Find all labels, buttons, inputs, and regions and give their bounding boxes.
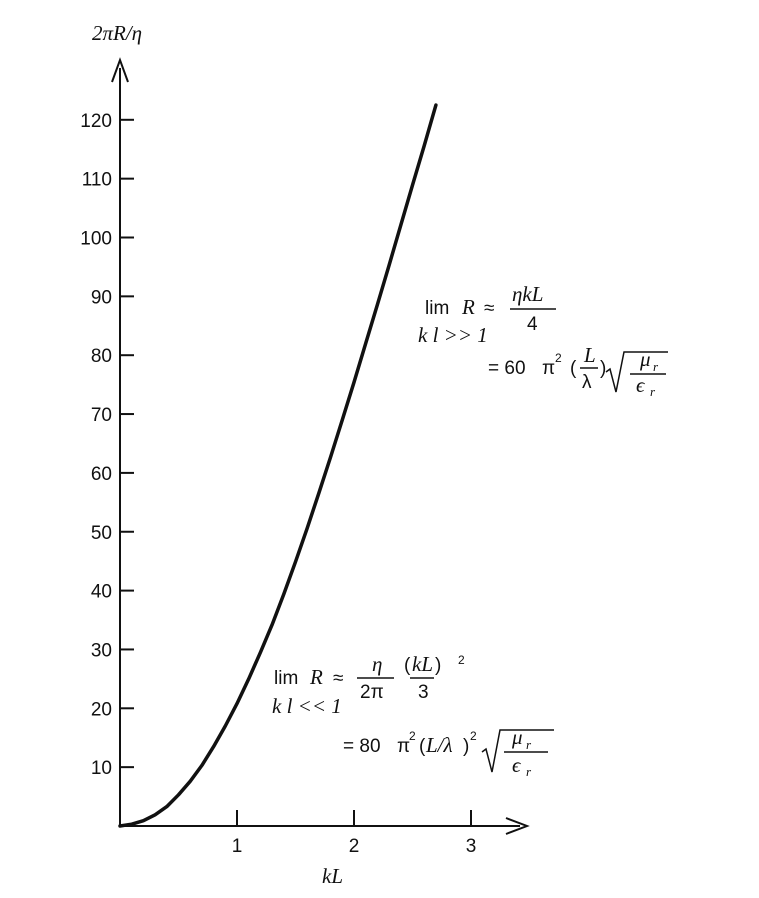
y-tick-label: 100 <box>80 229 112 250</box>
eps-symbol: ϵ <box>512 753 522 777</box>
eps-subscript: r <box>526 764 532 779</box>
L-over-lambda-open: ( <box>419 736 426 757</box>
y-tick-label: 90 <box>91 287 112 308</box>
mu-symbol: μ <box>639 347 651 371</box>
axes <box>111 57 530 835</box>
x-tick-label: 2 <box>349 836 360 857</box>
x-axis-arrow <box>505 817 530 835</box>
eps-subscript: r <box>650 384 656 399</box>
pi-exponent: 2 <box>409 729 416 743</box>
ticks: 10 20 30 40 50 60 70 80 90 100 110 120 1 2 3 <box>80 111 476 857</box>
frac-denominator: 4 <box>527 314 538 335</box>
frac1-denominator: 2π <box>360 682 384 703</box>
L-numerator: L <box>583 343 596 367</box>
small-kl-annotation: lim R ≈ η 2π ( kL ) 3 2 k l << 1 = 80 π … <box>272 652 554 779</box>
x-tick-label: 3 <box>466 836 477 857</box>
open-paren: ( <box>570 358 577 379</box>
y-axis-title: 2πR/η <box>92 21 142 45</box>
y-tick-label: 120 <box>80 111 112 132</box>
approx-symbol: ≈ <box>333 668 343 689</box>
y-tick-label: 80 <box>91 346 112 367</box>
y-tick-label: 60 <box>91 464 112 485</box>
data-line <box>118 103 438 828</box>
y-tick-label: 50 <box>91 523 112 544</box>
y-tick-label: 30 <box>91 640 112 661</box>
close-paren: ) <box>600 358 606 379</box>
mu-subscript: r <box>653 359 659 374</box>
frac2-numerator: kL <box>412 652 433 676</box>
R-symbol: R <box>461 295 475 319</box>
frac-numerator: ηkL <box>512 282 543 306</box>
mu-subscript: r <box>526 737 532 752</box>
y-tick-label: 70 <box>91 405 112 426</box>
L-over-lambda: L/λ <box>425 733 453 757</box>
condition-label: k l << 1 <box>272 694 342 718</box>
large-kl-annotation: lim R ≈ ηkL 4 k l >> 1 = 60 π 2 ( L λ ) … <box>418 282 668 399</box>
square-exponent: 2 <box>458 653 465 667</box>
eq-value: = 60 <box>488 358 526 379</box>
paren-exponent: 2 <box>470 729 477 743</box>
x-axis-title: kL <box>322 864 343 888</box>
lim-label: lim <box>425 298 449 319</box>
frac1-numerator: η <box>372 652 382 676</box>
R-symbol: R <box>309 665 323 689</box>
mu-symbol: μ <box>511 725 523 749</box>
pi-symbol: π <box>397 736 410 757</box>
frac2-denominator: 3 <box>418 682 429 703</box>
y-tick-label: 20 <box>91 699 112 720</box>
y-tick-label: 110 <box>82 170 112 191</box>
sqrt-sign <box>605 351 668 393</box>
lim-label: lim <box>274 668 298 689</box>
y-tick-label: 40 <box>91 582 112 603</box>
lambda-denominator: λ <box>582 372 592 393</box>
eq-value: = 80 <box>343 736 381 757</box>
sqrt-sign <box>481 729 554 773</box>
pi-exponent: 2 <box>555 351 562 365</box>
pi-symbol: π <box>542 358 555 379</box>
condition-label: k l >> 1 <box>418 323 488 347</box>
y-axis-arrow <box>111 57 129 83</box>
L-over-lambda-close: ) <box>463 736 469 757</box>
approx-symbol: ≈ <box>484 298 494 319</box>
x-tick-label: 1 <box>232 836 243 857</box>
frac2-close-paren: ) <box>435 655 441 676</box>
eps-symbol: ϵ <box>636 373 646 397</box>
y-tick-label: 10 <box>91 758 112 779</box>
frac2-open-paren: ( <box>404 655 411 676</box>
